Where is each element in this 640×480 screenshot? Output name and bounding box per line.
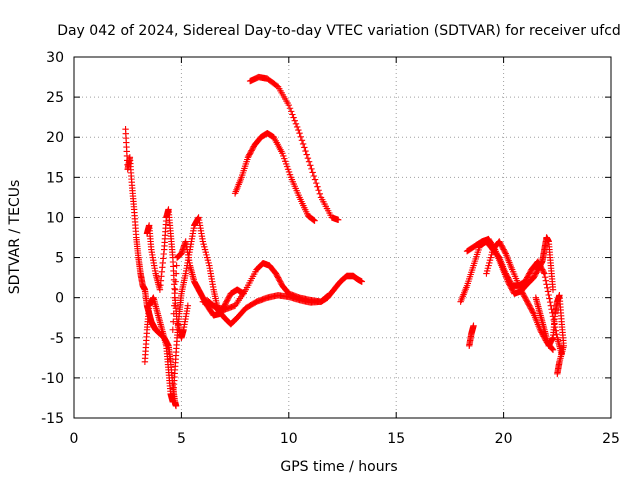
data-point: [173, 262, 180, 269]
series-arc-west-loops: [141, 214, 222, 406]
series-arc-mid-peak: [231, 130, 318, 224]
data-point: [302, 147, 309, 155]
x-tick-label: 0: [70, 431, 79, 447]
series-arc-west-spike: [143, 206, 192, 341]
x-tick-label: 15: [387, 431, 405, 447]
y-tick-label: 20: [46, 130, 64, 146]
y-tick-label: 0: [55, 291, 64, 307]
data-point: [297, 133, 304, 140]
data-point: [172, 270, 180, 277]
data-point: [313, 179, 320, 187]
chart-title: Day 042 of 2024, Sidereal Day-to-day VTE…: [57, 23, 621, 39]
data-point: [298, 137, 306, 144]
data-point: [307, 162, 314, 169]
data-point: [305, 158, 313, 165]
data-point: [292, 120, 300, 128]
series-arc-east-tail: [532, 292, 567, 378]
data-points: [122, 73, 567, 410]
data-point: [285, 101, 292, 109]
x-axis-label: GPS time / hours: [280, 459, 397, 475]
data-point: [549, 346, 557, 354]
data-point: [171, 302, 178, 309]
data-point: [316, 190, 324, 198]
y-axis-label: SDTVAR / TECUs: [7, 180, 23, 295]
data-point: [311, 217, 318, 224]
series-arc-bump-3: [203, 272, 366, 328]
data-point: [545, 291, 552, 299]
y-tick-label: 25: [46, 90, 64, 106]
data-point: [544, 288, 552, 295]
data-point: [172, 278, 179, 285]
data-point: [303, 151, 310, 158]
data-point: [170, 318, 177, 325]
data-point: [314, 183, 321, 190]
data-point: [293, 123, 301, 131]
data-point: [549, 286, 557, 293]
grid-lines: [74, 57, 611, 418]
data-point: [289, 111, 296, 118]
data-point: [295, 126, 302, 134]
data-point: [309, 169, 316, 176]
data-point: [311, 176, 319, 183]
data-point: [315, 187, 322, 194]
data-point: [170, 310, 177, 317]
data-point: [171, 294, 178, 301]
series-arc-east-loop: [466, 322, 477, 349]
data-point: [546, 295, 553, 302]
x-tick-label: 5: [177, 431, 186, 447]
data-point: [529, 309, 537, 316]
data-point: [169, 326, 177, 333]
data-point: [335, 216, 342, 224]
data-point: [299, 140, 307, 148]
data-point: [172, 402, 180, 410]
series-arc-east-peak: [534, 234, 557, 293]
data-point: [541, 270, 548, 277]
data-point: [291, 117, 298, 124]
axis-ticks: 0 5 10 15 20 25 -15 -10 -5 0 5 10 15 20 25 30: [41, 50, 620, 447]
data-point: [296, 130, 303, 137]
data-point: [554, 370, 561, 378]
data-point: [543, 281, 550, 288]
y-tick-label: 5: [55, 251, 64, 267]
data-point: [310, 172, 318, 180]
data-point: [547, 302, 555, 309]
x-tick-label: 20: [495, 431, 513, 447]
y-tick-label: -15: [41, 411, 64, 427]
data-point: [501, 249, 509, 256]
y-tick-label: -5: [50, 331, 64, 347]
data-point: [549, 345, 556, 353]
x-tick-label: 25: [602, 431, 620, 447]
y-tick-label: 10: [46, 210, 64, 226]
y-tick-label: 30: [46, 50, 64, 66]
data-point: [541, 273, 549, 281]
data-point: [286, 105, 294, 112]
y-tick-label: 15: [46, 170, 64, 186]
data-point: [540, 269, 547, 276]
data-point: [308, 165, 315, 173]
series-arc-high-peak: [246, 73, 342, 224]
plot-frame: [73, 56, 612, 419]
data-point: [542, 277, 550, 284]
data-point: [546, 298, 554, 306]
y-tick-label: -10: [41, 371, 64, 387]
x-tick-label: 10: [280, 431, 298, 447]
data-point: [304, 154, 312, 162]
data-point: [301, 144, 308, 151]
data-point: [287, 108, 295, 115]
data-point: [544, 284, 551, 292]
data-point: [290, 114, 297, 121]
data-point: [171, 286, 179, 293]
data-point: [358, 278, 366, 285]
data-point: [184, 302, 192, 309]
data-point: [470, 322, 477, 329]
